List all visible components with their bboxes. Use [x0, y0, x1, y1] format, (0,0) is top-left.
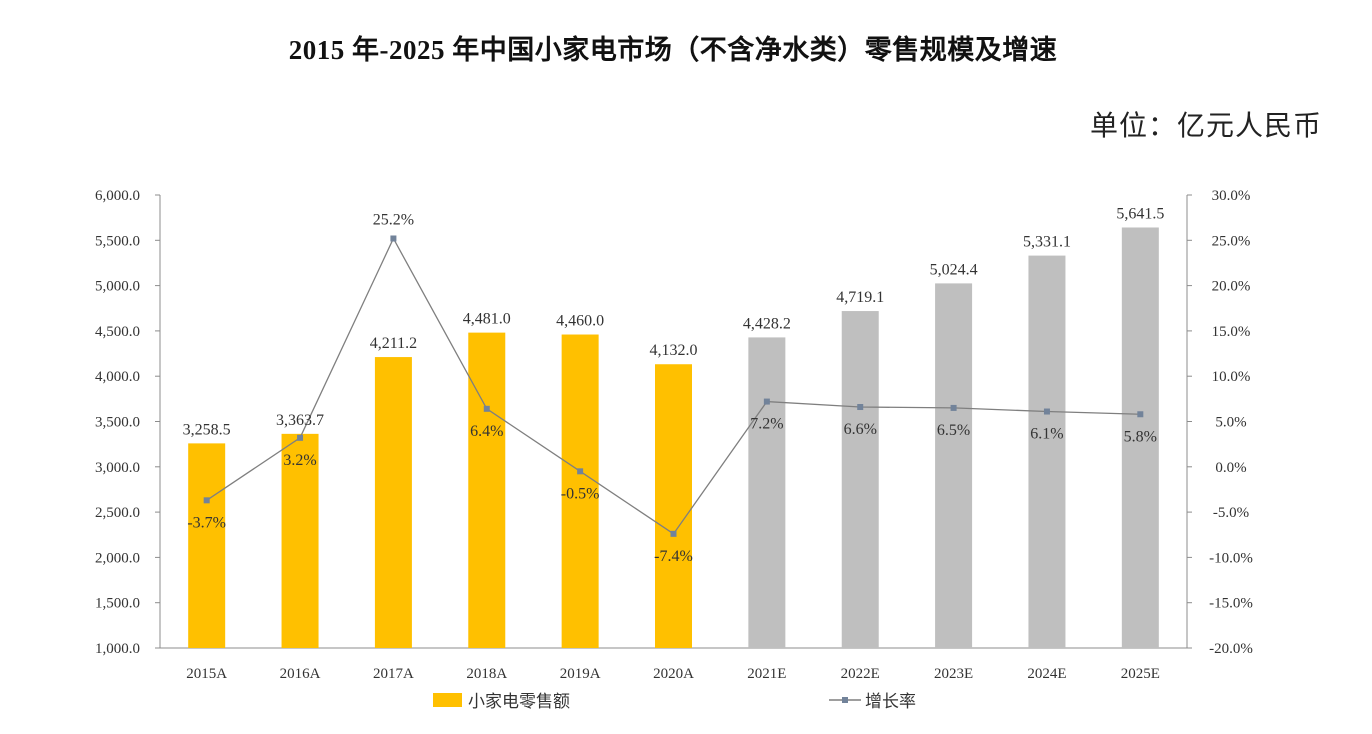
bar-value-label: 4,481.0	[463, 311, 511, 328]
bar-value-label: 4,460.0	[556, 313, 604, 330]
growth-point-2017A	[390, 235, 397, 242]
left-axis-tick-label: 1,500.0	[95, 596, 140, 612]
growth-point-2018A	[483, 405, 490, 412]
right-axis-tick-label: -15.0%	[1209, 596, 1253, 612]
left-axis-tick-label: 6,000.0	[95, 188, 140, 204]
growth-line-series	[203, 235, 1144, 537]
growth-point-2023E	[950, 404, 957, 411]
growth-point-2024E	[1043, 408, 1050, 415]
data-labels: 3,258.5 3,363.7 4,211.2 4,481.0 4,460.0 4,132…	[183, 205, 1165, 564]
bar-value-label: 3,258.5	[183, 421, 231, 438]
growth-value-label: 3.2%	[283, 452, 316, 469]
right-axis-tick-label: -20.0%	[1209, 641, 1253, 657]
growth-point-2021E	[763, 398, 770, 405]
growth-point-2016A	[297, 434, 304, 441]
bar-value-label: 3,363.7	[276, 412, 324, 429]
x-axis-tick-label: 2015A	[186, 666, 227, 682]
bar-2017A	[374, 357, 412, 648]
bar-value-label: 4,211.2	[370, 335, 417, 352]
left-axis-tick-label: 5,500.0	[95, 233, 140, 249]
left-axis-tick-label: 2,500.0	[95, 505, 140, 521]
bar-2024E	[1028, 255, 1066, 648]
bar-value-label: 5,331.1	[1023, 234, 1071, 251]
growth-point-2019A	[577, 468, 584, 475]
legend: 小家电零售额 增长率	[433, 692, 916, 711]
bar-2021E	[748, 337, 786, 648]
bar-value-label: 5,024.4	[930, 261, 978, 278]
chart-title: 2015 年-2025 年中国小家电市场（不含净水类）零售规模及增速	[288, 35, 1058, 65]
growth-value-label: 6.1%	[1030, 426, 1063, 443]
legend-bar-swatch	[433, 693, 462, 707]
growth-value-label: -7.4%	[654, 548, 693, 565]
right-axis-tick-label: 10.0%	[1212, 369, 1251, 385]
bar-2022E	[841, 311, 879, 648]
left-axis-tick-label: 2,000.0	[95, 550, 140, 566]
left-axis-tick-label: 5,000.0	[95, 279, 140, 295]
x-axis-tick-label: 2021E	[747, 666, 786, 682]
x-axis-tick-label: 2023E	[934, 666, 973, 682]
axes: 1,000.0 1,500.0 2,000.0 2,500.0 3,000.0 3,500…	[95, 188, 1253, 682]
growth-value-label: 6.6%	[844, 421, 877, 438]
x-axis-tick-label: 2020A	[653, 666, 694, 682]
bar-2018A	[468, 332, 506, 648]
x-axis-tick-label: 2022E	[841, 666, 880, 682]
bar-2015A	[188, 443, 226, 648]
x-axis-tick-label: 2016A	[280, 666, 321, 682]
legend-bar-label: 小家电零售额	[468, 692, 570, 711]
x-axis-tick-label: 2025E	[1121, 666, 1160, 682]
growth-point-2015A	[203, 497, 210, 504]
bar-2019A	[561, 334, 599, 648]
x-axis-tick-label: 2017A	[373, 666, 414, 682]
left-axis-tick-label: 3,000.0	[95, 460, 140, 476]
growth-value-label: 7.2%	[750, 416, 783, 433]
growth-point-2022E	[857, 404, 864, 411]
bar-value-label: 4,132.0	[650, 342, 698, 359]
right-axis-tick-label: 15.0%	[1212, 324, 1251, 340]
growth-value-label: 6.5%	[937, 422, 970, 439]
growth-value-label: 25.2%	[373, 211, 414, 228]
growth-value-label: 6.4%	[470, 423, 503, 440]
growth-point-2025E	[1137, 411, 1144, 418]
right-axis-tick-label: 5.0%	[1215, 415, 1246, 431]
right-axis-tick-label: -5.0%	[1213, 505, 1249, 521]
growth-value-label: -3.7%	[187, 514, 226, 531]
right-axis-tick-label: 25.0%	[1212, 233, 1251, 249]
bar-series	[188, 227, 1159, 648]
right-axis-tick-label: 0.0%	[1215, 460, 1246, 476]
x-axis-tick-label: 2019A	[560, 666, 601, 682]
left-axis-tick-label: 1,000.0	[95, 641, 140, 657]
growth-value-label: 5.8%	[1124, 428, 1157, 445]
growth-point-2020A	[670, 530, 677, 537]
bar-value-label: 4,719.1	[836, 289, 884, 306]
right-axis-tick-label: 20.0%	[1212, 279, 1251, 295]
x-axis-tick-label: 2024E	[1027, 666, 1066, 682]
legend-line-label: 增长率	[865, 692, 916, 711]
bar-value-label: 5,641.5	[1116, 205, 1164, 222]
legend-line-marker-icon	[842, 697, 848, 703]
bar-2023E	[935, 283, 973, 648]
right-axis-tick-label: 30.0%	[1212, 188, 1251, 204]
bar-2016A	[281, 433, 319, 648]
left-axis-tick-label: 4,500.0	[95, 324, 140, 340]
bar-2025E	[1121, 227, 1159, 648]
left-axis-tick-label: 4,000.0	[95, 369, 140, 385]
unit-label: 单位：亿元人民币	[1089, 111, 1322, 142]
left-axis-tick-label: 3,500.0	[95, 415, 140, 431]
right-axis-tick-label: -10.0%	[1209, 550, 1253, 566]
bar-2020A	[655, 364, 692, 648]
bar-value-label: 4,428.2	[743, 315, 791, 332]
growth-value-label: -0.5%	[561, 485, 600, 502]
x-axis-tick-label: 2018A	[466, 666, 507, 682]
